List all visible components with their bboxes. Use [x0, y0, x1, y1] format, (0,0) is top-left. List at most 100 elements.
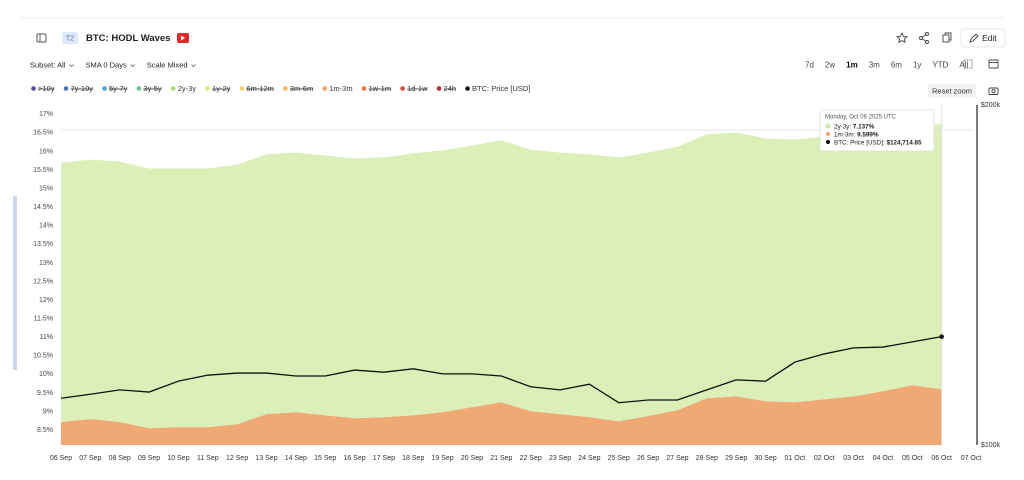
legend-swatch[interactable]	[170, 86, 176, 91]
y-tick-label: 13.5%	[33, 241, 53, 248]
legend-swatch[interactable]	[400, 86, 405, 91]
share-button[interactable]	[919, 32, 929, 44]
legend-label[interactable]: 1m-3m	[329, 84, 352, 93]
sidebar-toggle[interactable]	[36, 33, 47, 43]
reset-zoom-button[interactable]	[928, 84, 976, 98]
star-button[interactable]	[895, 31, 909, 44]
legend-label[interactable]: BTC: Price [USD]	[472, 84, 530, 93]
x-tick-label: 17 Sep	[373, 455, 395, 462]
x-tick-label: 18 Sep	[402, 455, 424, 462]
legend-label[interactable]: 3y-5y	[143, 84, 162, 93]
range-button[interactable]: 1m	[846, 61, 858, 70]
chevron	[69, 64, 74, 68]
legend-swatch[interactable]	[63, 86, 69, 91]
x-tick-label: 08 Sep	[109, 455, 131, 462]
legend-swatch[interactable]	[283, 86, 288, 91]
legend-swatch[interactable]	[31, 86, 36, 91]
x-tick-label: 04 Oct	[873, 455, 894, 462]
x-tick-label: 27 Sep	[666, 455, 688, 462]
x-tick-label: 30 Sep	[754, 455, 776, 462]
x-tick-label: 19 Sep	[432, 455, 454, 462]
legend-label[interactable]: 3m-6m	[290, 84, 313, 93]
edit-button[interactable]	[960, 28, 1006, 48]
x-tick-label: 24 Sep	[578, 455, 600, 462]
tooltip: Monday, Oct 06 2025 UTC 2y-3y: 7.137%1m-3…	[819, 109, 935, 152]
x-tick-label: 06 Oct	[931, 455, 952, 462]
legend-swatch[interactable]	[102, 86, 107, 91]
y2-tick-label: $200k	[981, 102, 1001, 109]
toolbar-option[interactable]: Scale Mixed	[147, 60, 188, 69]
legend-label[interactable]: >10y	[38, 84, 55, 93]
x-tick-label: 03 Oct	[843, 455, 864, 462]
y-tick-label: 11%	[40, 334, 54, 341]
legend-swatch[interactable]	[136, 86, 142, 91]
legend-swatch[interactable]	[436, 86, 442, 91]
y-tick-label: 14%	[39, 223, 53, 230]
chevron	[130, 64, 136, 68]
copy-button[interactable]	[942, 32, 952, 43]
x-tick-label: 05 Oct	[902, 455, 923, 462]
y-tick-label: 10.5%	[33, 353, 53, 360]
tooltip-swatch	[826, 132, 830, 136]
tooltip-row-value: $124,714.85	[886, 139, 922, 146]
x-tick-label: 21 Sep	[490, 455, 512, 462]
toolbar-option[interactable]: Subset: All	[30, 60, 66, 69]
range-button[interactable]: 7d	[805, 61, 814, 70]
range-button[interactable]: 2w	[825, 61, 835, 70]
y-tick-label: 11.5%	[34, 316, 53, 323]
calendar-button[interactable]	[988, 59, 999, 69]
range-button[interactable]: 6m	[891, 61, 902, 70]
x-tick-label: 06 Sep	[50, 455, 72, 462]
tooltip-title: Monday, Oct 06 2025 UTC	[825, 115, 897, 121]
toolbar-option[interactable]: SMA 0 Days	[85, 60, 127, 69]
legend-label[interactable]: 2y-3y	[178, 84, 197, 93]
scrollbar	[13, 196, 17, 370]
legend-label[interactable]: 1w-1m	[369, 84, 392, 93]
tooltip-row: BTC: Price [USD]: $124,714.85	[834, 139, 922, 146]
legend-swatch[interactable]	[361, 86, 367, 91]
legend-swatch[interactable]	[465, 86, 470, 91]
zoom-select-button[interactable]	[963, 59, 973, 69]
range-button[interactable]: YTD	[932, 61, 948, 70]
youtube-icon[interactable]	[177, 33, 189, 43]
y2-tick-label: $100k	[981, 442, 1001, 449]
y-tick-label: 14.5%	[33, 204, 53, 211]
tooltip-row-value: 9.599%	[857, 131, 879, 138]
x-tick-label: 10 Sep	[167, 455, 189, 462]
x-tick-label: 16 Sep	[343, 455, 365, 462]
screenshot-button[interactable]	[988, 87, 999, 95]
x-tick-label: 12 Sep	[226, 455, 248, 462]
x-tick-label: 29 Sep	[725, 455, 747, 462]
y-tick-label: 16.5%	[33, 130, 53, 137]
legend-swatch[interactable]	[239, 86, 245, 91]
tooltip-row: 2y-3y: 7.137%	[834, 123, 875, 130]
chevron	[191, 64, 196, 68]
legend-swatch[interactable]	[322, 86, 328, 91]
x-tick-label: 09 Sep	[138, 455, 160, 462]
legend-label[interactable]: 6m-12m	[246, 84, 274, 93]
x-tick-label: 20 Sep	[461, 455, 483, 462]
legend-label[interactable]: 7y-10y	[70, 84, 93, 93]
x-tick-label: 13 Sep	[255, 455, 277, 462]
legend-label[interactable]: 1d-1w	[407, 84, 428, 93]
legend-label[interactable]: 1y-2y	[212, 84, 231, 93]
y-tick-label: 16%	[39, 148, 53, 155]
x-tick-label: 07 Sep	[79, 455, 101, 462]
tooltip-row-label: 1m-3m:	[834, 131, 856, 138]
legend-label[interactable]: 24h	[444, 84, 457, 93]
legend-label[interactable]: 5y-7y	[109, 84, 128, 93]
x-tick-label: 28 Sep	[696, 455, 718, 462]
tooltip-swatch	[826, 140, 830, 144]
chart-title: BTC: HODL Waves	[86, 33, 170, 44]
x-tick-label: 23 Sep	[549, 455, 571, 462]
x-tick-label: 26 Sep	[637, 455, 659, 462]
range-button[interactable]: 1y	[913, 61, 921, 70]
x-tick-label: 02 Oct	[814, 455, 835, 462]
x-tick-label: 01 Oct	[785, 455, 806, 462]
range-button[interactable]: All	[959, 61, 968, 70]
area	[61, 385, 942, 445]
legend-swatch[interactable]	[205, 86, 210, 91]
range-button[interactable]: 3m	[869, 61, 880, 70]
